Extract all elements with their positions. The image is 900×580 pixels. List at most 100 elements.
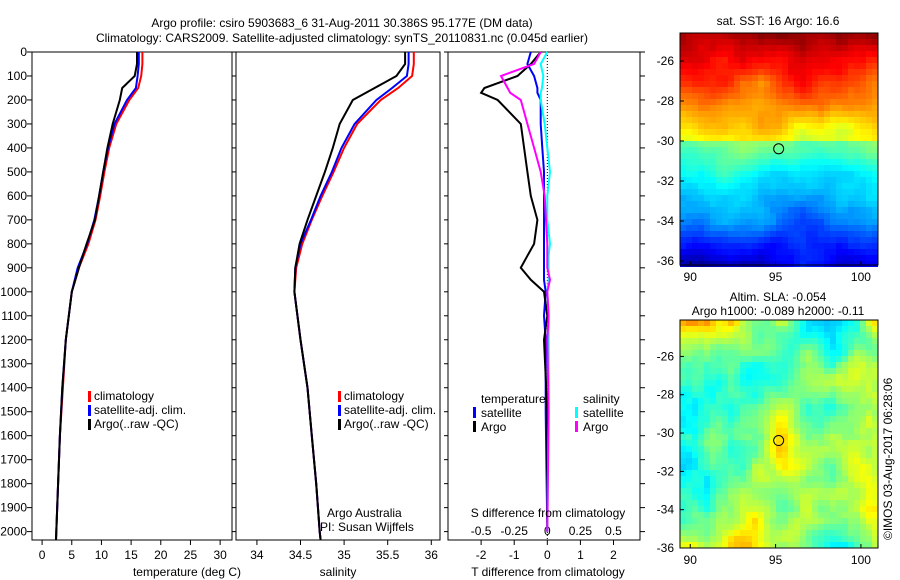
map-cell [818, 488, 824, 494]
map-cell [680, 165, 686, 171]
map-cell [680, 153, 686, 159]
map-cell [848, 219, 854, 225]
map-cell [704, 171, 710, 177]
map-cell [854, 446, 860, 452]
map-cell [794, 416, 800, 422]
map-cell [722, 350, 728, 356]
map-cell [788, 177, 794, 183]
map-cell [686, 243, 692, 249]
map-cell [758, 386, 764, 392]
map-cell [794, 33, 800, 39]
map-cell [698, 99, 704, 105]
map-cell [698, 51, 704, 57]
map-cell [872, 332, 878, 338]
map-cell [752, 249, 758, 255]
map-cell [788, 542, 794, 548]
map-cell [716, 482, 722, 488]
map-cell [758, 213, 764, 219]
map-cell [818, 338, 824, 344]
map-cell [698, 338, 704, 344]
map-cell [746, 165, 752, 171]
map-cell [752, 536, 758, 542]
map-cell [836, 416, 842, 422]
map-cell [734, 75, 740, 81]
map-cell [806, 99, 812, 105]
map-cell [734, 356, 740, 362]
map-cell [800, 201, 806, 207]
map-cell [848, 338, 854, 344]
map-cell [842, 63, 848, 69]
map-cell [752, 524, 758, 530]
map-cell [806, 153, 812, 159]
map-cell [866, 111, 872, 117]
map-cell [746, 123, 752, 129]
map-cell [806, 350, 812, 356]
map-cell [704, 434, 710, 440]
map-cell [770, 171, 776, 177]
map-cell [776, 219, 782, 225]
map-cell [740, 344, 746, 350]
map-cell [686, 416, 692, 422]
map-cell [728, 171, 734, 177]
map-cell [746, 476, 752, 482]
map-cell [710, 398, 716, 404]
map-cell [788, 39, 794, 45]
map-cell [830, 470, 836, 476]
map-cell [776, 123, 782, 129]
map-cell [758, 57, 764, 63]
map-cell [716, 165, 722, 171]
map-cell [842, 320, 848, 326]
map-cell [710, 338, 716, 344]
map-cell [800, 320, 806, 326]
map-cell [836, 446, 842, 452]
map-cell [830, 488, 836, 494]
map-cell [698, 135, 704, 141]
map-cell [752, 380, 758, 386]
map-cell [776, 195, 782, 201]
map-cell [860, 368, 866, 374]
map-cell [752, 99, 758, 105]
map-cell [824, 105, 830, 111]
map-cell [704, 332, 710, 338]
map-cell [764, 326, 770, 332]
map-cell [872, 410, 878, 416]
map-cell [818, 476, 824, 482]
map-cell [848, 141, 854, 147]
map-cell [872, 141, 878, 147]
map-cell [830, 380, 836, 386]
map-cell [716, 183, 722, 189]
map-cell [734, 500, 740, 506]
map-cell [800, 153, 806, 159]
map-cell [788, 398, 794, 404]
map-cell [740, 219, 746, 225]
map-cell [854, 332, 860, 338]
map-cell [812, 410, 818, 416]
map-cell [686, 129, 692, 135]
map-cell [698, 69, 704, 75]
map-cell [854, 183, 860, 189]
map-cell [782, 129, 788, 135]
map-cell [794, 476, 800, 482]
map-cell [824, 87, 830, 93]
map-cell [866, 482, 872, 488]
map-cell [698, 153, 704, 159]
map-cell [758, 171, 764, 177]
map-cell [710, 183, 716, 189]
map-cell [818, 506, 824, 512]
map-cell [824, 452, 830, 458]
map-cell [800, 404, 806, 410]
map-ytick-label: -28 [657, 388, 675, 402]
map-cell [806, 446, 812, 452]
map-cell [734, 117, 740, 123]
map-cell [704, 386, 710, 392]
map-cell [710, 524, 716, 530]
legend-label: climatology [344, 389, 404, 403]
map-cell [680, 177, 686, 183]
map-cell [740, 422, 746, 428]
map-cell [830, 231, 836, 237]
map-cell [818, 129, 824, 135]
map-cell [836, 231, 842, 237]
map-cell [692, 105, 698, 111]
map-cell [782, 33, 788, 39]
map-cell [728, 482, 734, 488]
